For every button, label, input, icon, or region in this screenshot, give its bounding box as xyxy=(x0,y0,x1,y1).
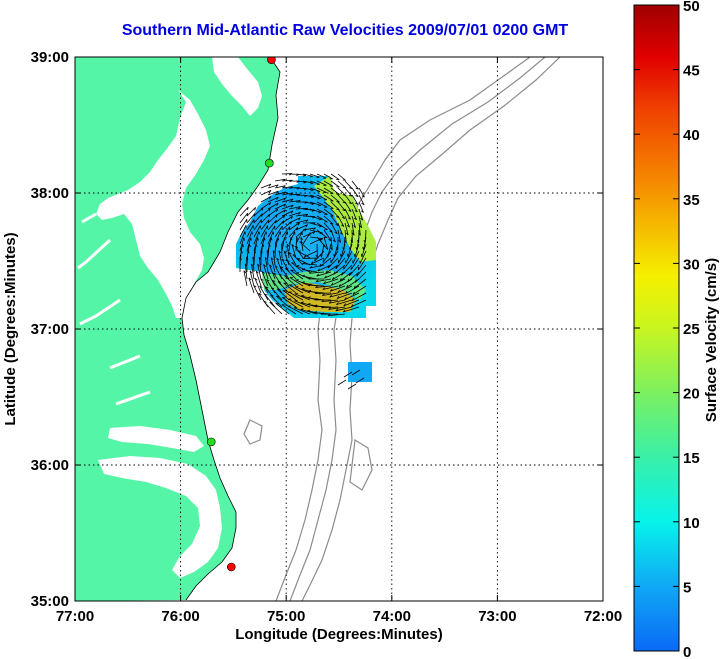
colorbar-tick-label: 10 xyxy=(683,515,700,532)
x-tick-label: 74:00 xyxy=(373,608,411,625)
velocity-offshore-cell xyxy=(348,362,372,382)
x-tick-label: 76:00 xyxy=(161,608,199,625)
y-axis-label: Latitude (Degrees:Minutes) xyxy=(2,232,19,425)
albemarle-sound xyxy=(108,426,204,452)
station-marker-green xyxy=(265,158,274,168)
coastline xyxy=(181,57,281,601)
map-title: Southern Mid-Atlantic Raw Velocities 200… xyxy=(121,22,569,39)
colorbar-label: Surface Velocity (cm/s) xyxy=(703,258,720,422)
y-axis-ticks: 39:00 38:00 37:00 36:00 35:00 xyxy=(31,49,603,610)
colorbar-tick-label: 0 xyxy=(683,644,691,659)
colorbar-tick-label: 15 xyxy=(683,450,700,467)
velocity-high-zone xyxy=(314,176,376,262)
y-tick-label: 35:00 xyxy=(31,593,69,610)
station-marker-red xyxy=(226,562,236,572)
x-tick-label: 72:00 xyxy=(584,608,622,625)
station-marker-green xyxy=(206,437,216,447)
colorbar-tick-label: 45 xyxy=(683,63,700,80)
y-tick-label: 38:00 xyxy=(31,185,69,202)
x-tick-label: 77:00 xyxy=(56,608,94,625)
colorbar-tick-label: 40 xyxy=(683,127,700,144)
station-marker-red xyxy=(267,57,276,65)
colorbar-tick-label: 20 xyxy=(683,386,700,403)
velocity-vectors xyxy=(239,173,367,390)
x-axis-ticks: 77:00 76:00 75:00 74:00 73:00 72:00 xyxy=(56,57,622,625)
y-tick-label: 37:00 xyxy=(31,321,69,338)
x-axis-label: Longitude (Degrees:Minutes) xyxy=(235,626,443,643)
colorbar-tick-label: 25 xyxy=(683,321,700,338)
rivers xyxy=(77,212,151,406)
x-tick-label: 73:00 xyxy=(478,608,516,625)
y-tick-label: 39:00 xyxy=(31,49,69,66)
grid-lines xyxy=(75,57,603,601)
chesapeake-bay xyxy=(96,90,210,318)
colorbar-ticks: 0 5 10 15 20 25 30 35 40 45 50 xyxy=(634,0,700,659)
delaware-bay xyxy=(212,57,262,116)
colorbar-tick-label: 5 xyxy=(683,579,691,596)
station-markers xyxy=(206,57,276,572)
colorbar-tick-label: 30 xyxy=(683,256,700,273)
y-tick-label: 36:00 xyxy=(31,457,69,474)
colorbar-tick-label: 50 xyxy=(683,0,700,15)
colorbar-tick-label: 35 xyxy=(683,192,700,209)
x-tick-label: 75:00 xyxy=(267,608,305,625)
colorbar xyxy=(633,4,680,652)
pamlico-sound xyxy=(98,456,222,578)
